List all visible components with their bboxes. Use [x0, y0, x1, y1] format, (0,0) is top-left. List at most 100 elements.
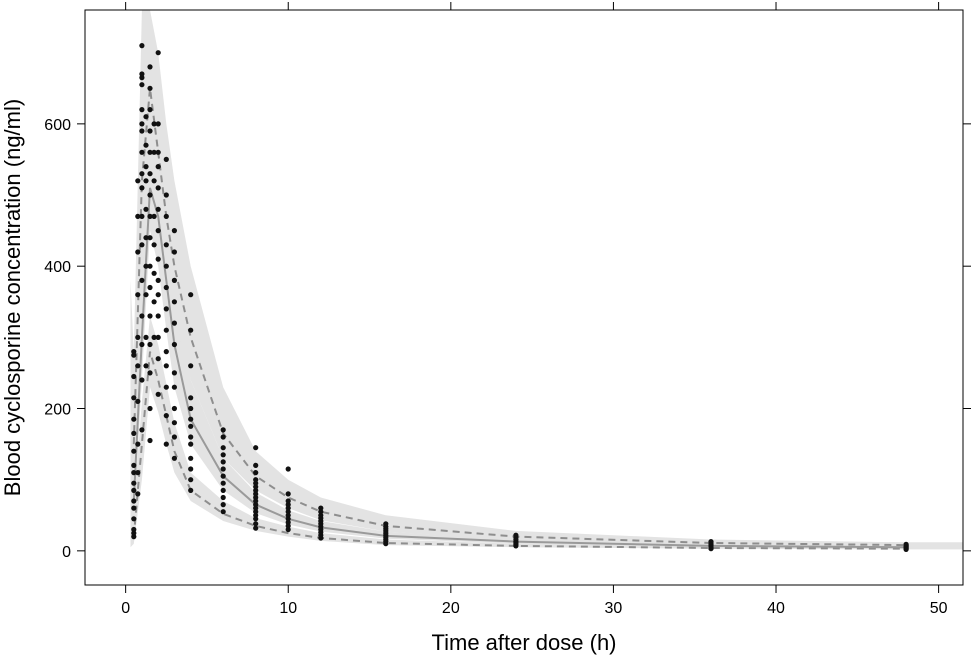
data-point	[139, 71, 145, 77]
data-point	[163, 242, 169, 248]
data-point	[139, 149, 145, 155]
data-point	[151, 213, 157, 219]
data-point	[155, 391, 161, 397]
data-point	[220, 466, 226, 472]
data-point	[131, 462, 137, 468]
data-point	[383, 521, 389, 527]
data-point	[220, 509, 226, 515]
y-axis: 0 200 400 600	[44, 117, 971, 561]
data-point	[253, 512, 259, 518]
data-point	[285, 512, 291, 518]
data-point	[131, 530, 137, 536]
data-point	[147, 128, 153, 134]
data-point	[253, 525, 259, 531]
data-point	[147, 341, 153, 348]
data-point	[135, 470, 141, 476]
data-point	[171, 384, 177, 390]
data-point	[147, 263, 153, 269]
y-tick-label: 400	[44, 259, 71, 276]
data-point	[139, 43, 145, 49]
data-point	[131, 430, 137, 436]
data-point	[139, 427, 145, 433]
data-point	[188, 327, 194, 333]
data-point	[147, 171, 153, 177]
data-point	[155, 164, 161, 170]
data-point	[131, 373, 137, 380]
data-point	[147, 437, 153, 444]
data-point	[171, 341, 177, 348]
data-point	[143, 178, 149, 184]
x-tick-label: 20	[442, 600, 460, 617]
data-point	[151, 299, 157, 305]
data-point	[513, 532, 519, 538]
y-tick-label: 600	[44, 117, 71, 134]
data-point	[135, 441, 141, 447]
data-point	[155, 313, 161, 319]
data-point	[220, 487, 226, 493]
data-point	[171, 249, 177, 255]
data-point	[171, 299, 177, 305]
data-point	[155, 228, 161, 234]
data-point	[139, 82, 145, 88]
data-point	[147, 64, 153, 70]
data-point	[220, 473, 226, 479]
data-point	[151, 178, 157, 184]
data-point	[171, 434, 177, 440]
data-point	[135, 491, 141, 497]
data-point	[253, 484, 259, 490]
data-point	[151, 149, 157, 155]
data-point	[171, 405, 177, 412]
data-point	[147, 192, 153, 198]
data-point	[131, 448, 137, 454]
prediction-bands	[130, 10, 963, 550]
data-point	[135, 249, 141, 255]
x-axis: 0 10 20 30 40 50	[121, 2, 948, 617]
data-point	[139, 213, 145, 219]
x-tick-label: 40	[767, 600, 785, 617]
data-point	[135, 334, 141, 340]
data-point	[155, 334, 161, 340]
data-point	[253, 445, 259, 451]
data-point	[151, 121, 157, 127]
data-point	[220, 452, 226, 458]
data-point	[188, 477, 194, 483]
data-point	[163, 284, 169, 291]
data-point	[188, 292, 194, 298]
data-point	[188, 363, 194, 369]
data-point	[151, 242, 157, 248]
data-point	[155, 206, 161, 212]
data-point	[253, 487, 259, 493]
data-point	[285, 526, 291, 533]
y-tick-label: 0	[62, 544, 71, 561]
data-point	[155, 121, 161, 127]
data-point	[188, 395, 194, 401]
data-point	[147, 284, 153, 291]
data-point	[163, 413, 169, 419]
data-point	[135, 363, 141, 369]
data-point	[131, 498, 137, 504]
data-point	[147, 405, 153, 412]
data-point	[151, 334, 157, 340]
x-tick-label: 10	[279, 600, 297, 617]
data-point	[147, 149, 153, 155]
percentile-95-line	[132, 88, 907, 547]
data-point	[285, 466, 291, 472]
data-point	[143, 235, 149, 241]
data-point	[139, 341, 145, 348]
data-point	[163, 327, 169, 333]
data-point	[163, 349, 169, 355]
data-point	[139, 377, 145, 383]
data-point	[131, 480, 137, 486]
y-axis-label: Blood cyclosporine concentration (ng/ml)	[0, 99, 25, 496]
data-point	[139, 75, 145, 81]
x-axis-label: Time after dose (h)	[431, 630, 616, 655]
data-point	[143, 334, 149, 340]
data-point	[285, 498, 291, 504]
x-tick-label: 50	[930, 600, 948, 617]
data-point	[220, 480, 226, 486]
data-point	[188, 441, 194, 447]
data-point	[147, 213, 153, 219]
data-point	[163, 192, 169, 198]
data-point	[285, 509, 291, 515]
